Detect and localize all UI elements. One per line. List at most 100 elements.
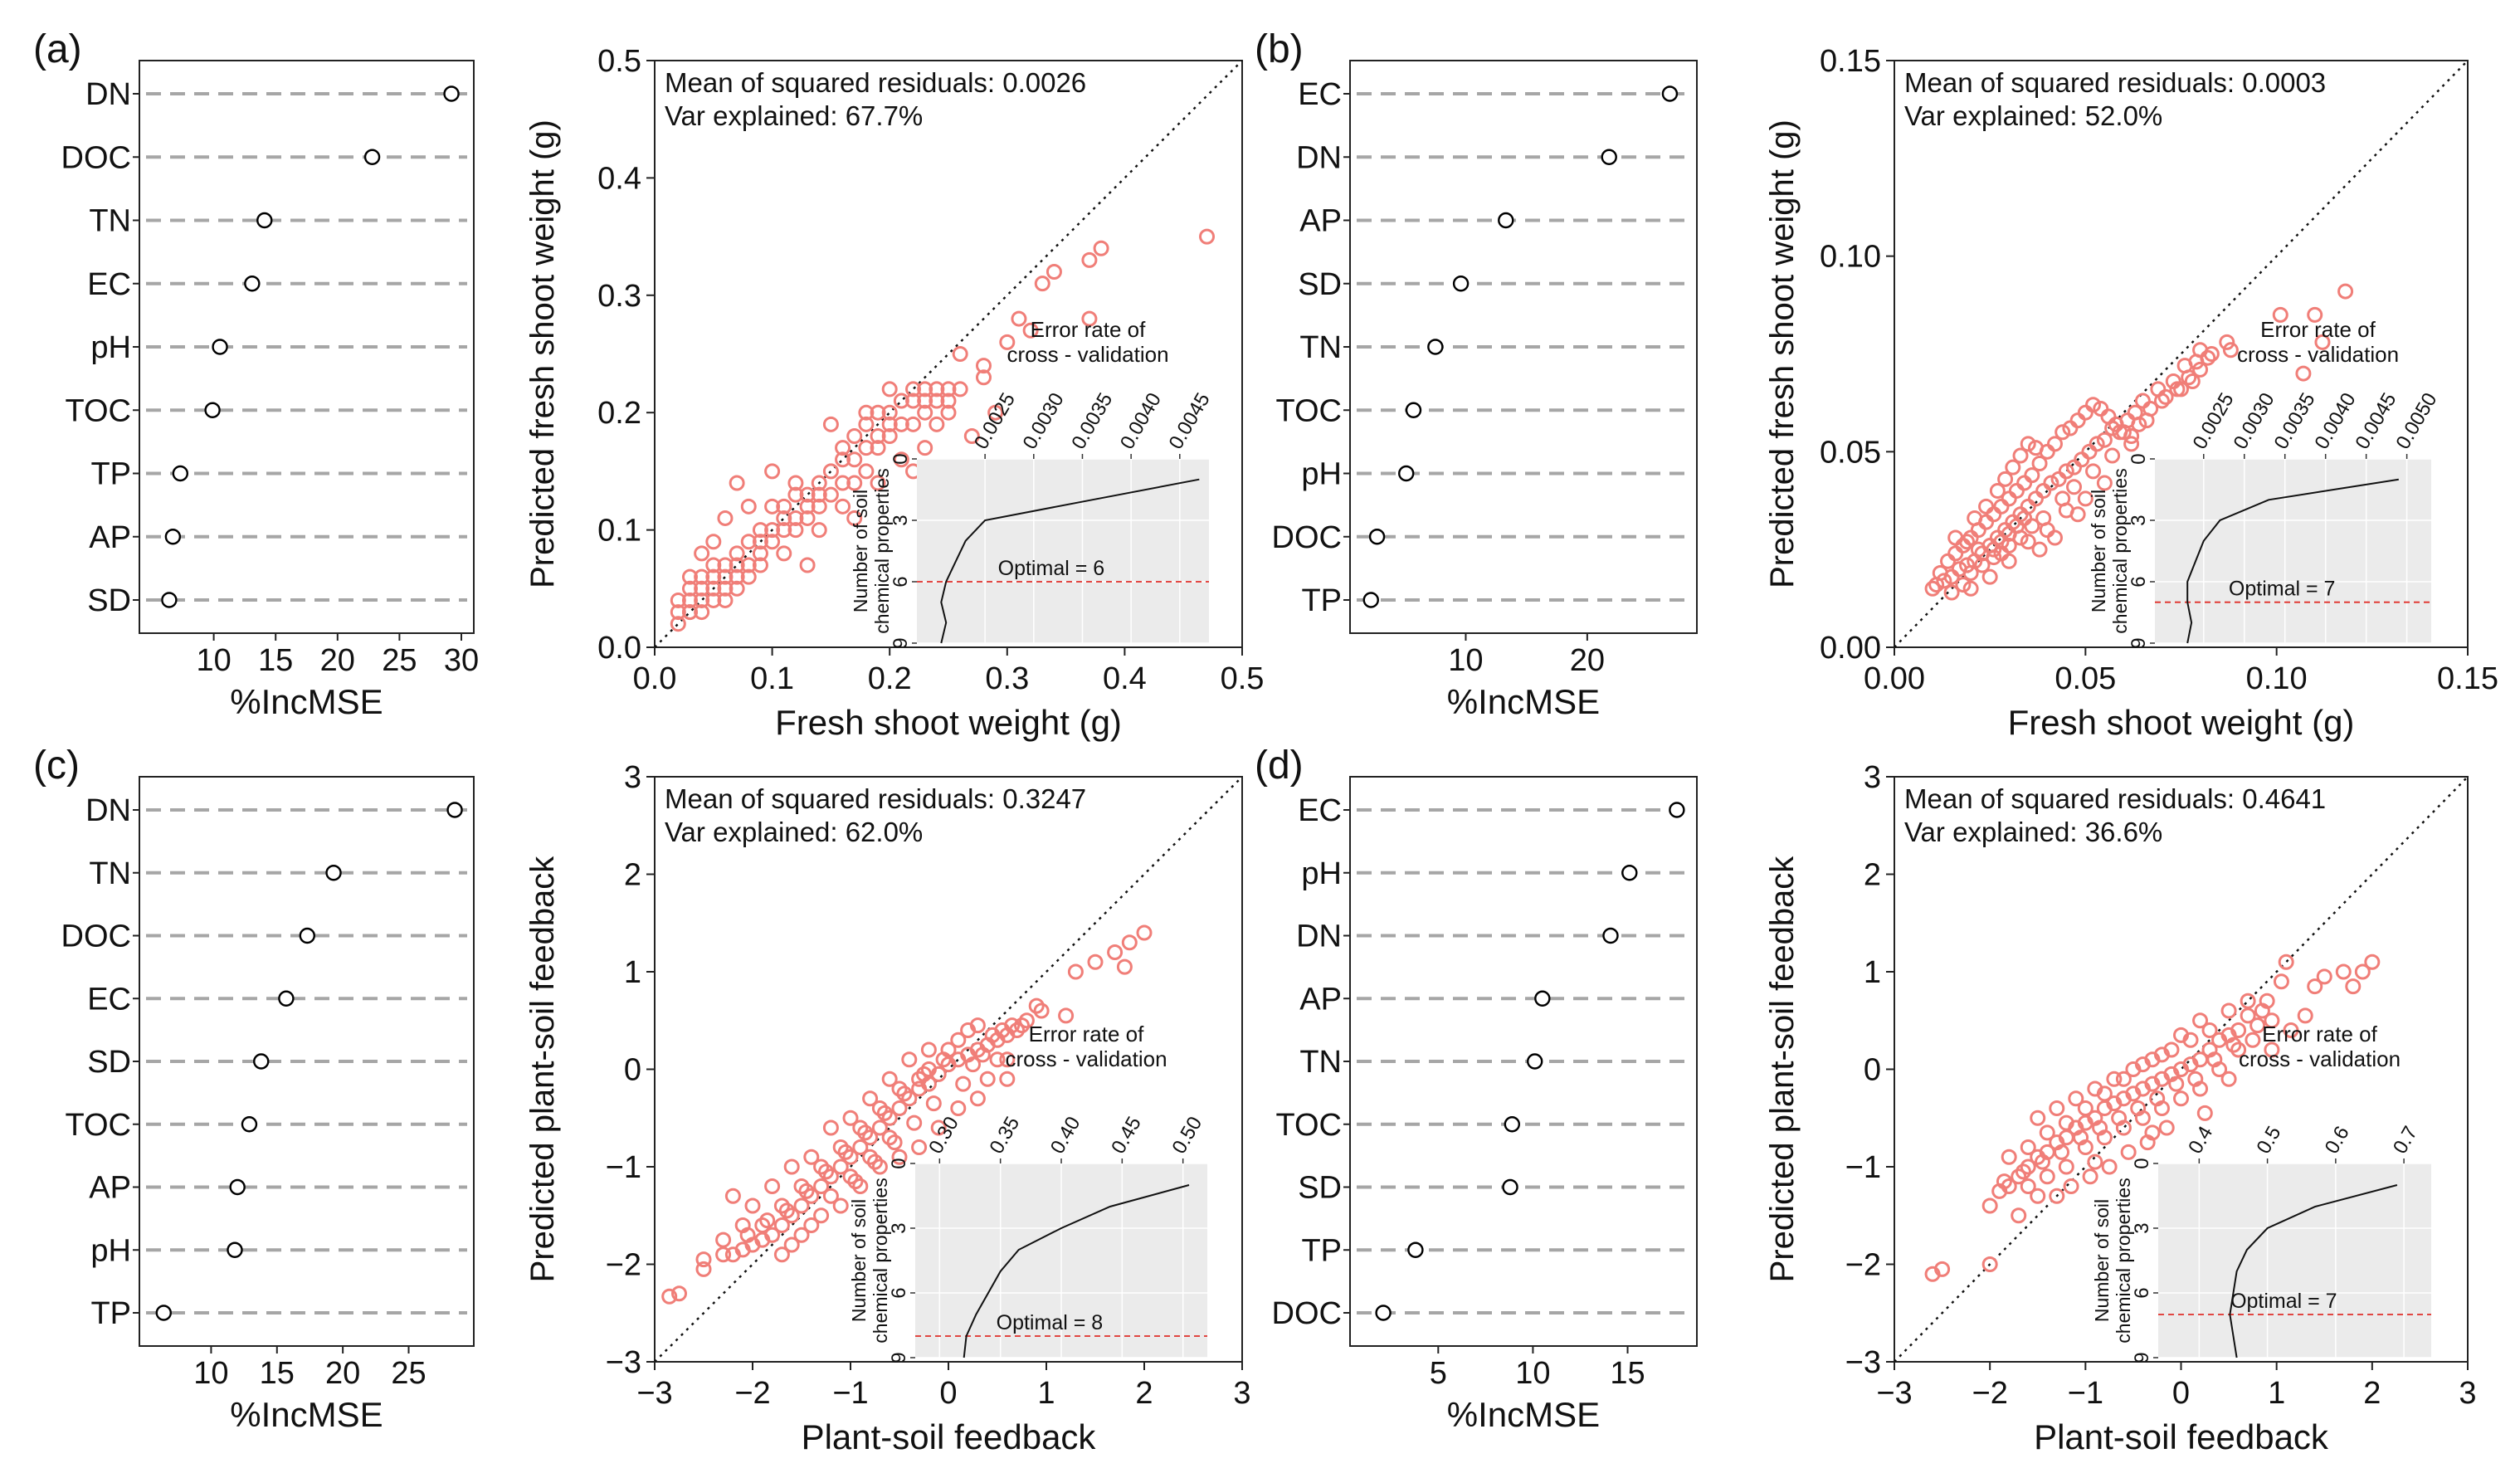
scatter-point: [862, 1090, 879, 1107]
scatter-point: [2020, 1178, 2036, 1194]
scatter-point: [2123, 427, 2140, 444]
y-axis-label: Predicted fresh shoot weight (g): [524, 119, 561, 588]
y-axis-label: Predicted plant-soil feedback: [1764, 856, 1801, 1283]
scatter-point: [717, 592, 734, 608]
scatter-point: [729, 545, 745, 562]
dot-point: [1368, 529, 1386, 545]
scatter-point: [979, 1071, 996, 1087]
scatter-point: [705, 580, 722, 597]
scatter-point: [811, 475, 827, 491]
scatter-point: [999, 1071, 1016, 1087]
scatter-point: [1947, 545, 1964, 562]
inset-y-tick-label: 0: [2131, 1158, 2153, 1168]
scatter-point: [776, 510, 792, 526]
dotchart-c: (c)DN TN DOC EC SD TOC AP pH TP 10 15 20 25%IncMSE: [33, 744, 475, 1434]
scatter-point: [835, 475, 851, 491]
inset-cv-plot: Optimal = 70.00250.00300.00350.00400.004…: [2088, 317, 2442, 649]
scatter-point: [2085, 397, 2102, 413]
scatter-point: [920, 1061, 937, 1077]
inset-title: cross - validation: [1007, 342, 1168, 367]
scatter-point: [694, 592, 710, 608]
scatter-point: [2314, 334, 2331, 350]
inset-cv-plot: Optimal = 7 0.4 0.5 0.6 0.7 0 3 6 9 Error rate of…: [2091, 1022, 2431, 1363]
y-tick-label: −1: [1845, 1150, 1881, 1185]
x-tick-label: 1: [2268, 1376, 2285, 1411]
category-label: DOC: [61, 919, 131, 954]
scatter-point: [846, 451, 863, 468]
scatter-point: [2016, 475, 2033, 491]
scatter-point: [695, 1251, 712, 1268]
scatter-point: [920, 1041, 937, 1058]
x-tick-label: 3: [2459, 1376, 2476, 1411]
scatter-point: [2104, 447, 2121, 464]
scatter-point: [744, 1197, 761, 1214]
inset-y-axis-label: chemical properties: [871, 468, 893, 633]
x-tick-label: 0.00: [1864, 661, 1925, 696]
scatter-point: [999, 334, 1016, 350]
scatter-point: [1936, 573, 1952, 589]
scatter-point: [2011, 1207, 2027, 1224]
category-label: TOC: [65, 1108, 131, 1143]
x-tick-label: −3: [1876, 1376, 1912, 1411]
scatter-point: [852, 1119, 869, 1136]
y-tick-label: 3: [1864, 760, 1881, 795]
x-tick-label: −1: [2068, 1376, 2103, 1411]
scatter-point: [952, 381, 968, 398]
annotation-mse: Mean of squared residuals: 0.3247: [665, 783, 1086, 814]
scatter-point: [813, 1178, 830, 1194]
scatter-point: [1943, 584, 1960, 601]
scatter-point: [842, 1168, 859, 1185]
scatter-point: [803, 1188, 820, 1204]
scatter-point: [832, 1139, 849, 1155]
scatter-point: [764, 498, 781, 515]
x-tick-label: 0.5: [1221, 661, 1265, 696]
scatter-point: [2001, 537, 2017, 554]
scatter-point: [1058, 1007, 1075, 1024]
scatter-point: [940, 1056, 957, 1073]
category-label: SD: [1298, 1171, 1342, 1206]
scatter-point: [911, 1071, 928, 1087]
scatter-point: [1986, 541, 2002, 558]
dot-point: [212, 339, 228, 355]
scatter-point: [2115, 424, 2132, 441]
inset-y-axis-label: Number of soil: [850, 490, 871, 612]
scatter-point: [2316, 968, 2332, 985]
scatter-point: [2176, 358, 2193, 374]
scatter-point: [852, 1139, 869, 1155]
inset-y-axis-label: Number of soil: [2088, 490, 2109, 612]
scatter-point: [2081, 443, 2098, 460]
scatter-point: [2035, 1154, 2051, 1170]
x-tick-label: 0: [939, 1376, 957, 1411]
scatter-point: [2220, 1071, 2237, 1087]
scatter-point: [886, 1134, 903, 1151]
scatter-point: [871, 1100, 888, 1116]
scatter-point: [1028, 997, 1045, 1014]
annotation-mse: Mean of squared residuals: 0.0026: [665, 67, 1086, 98]
inset-error-curve: [940, 478, 1200, 644]
plot-frame: [1349, 60, 1698, 634]
scatter-point: [901, 1051, 918, 1068]
scatter-point: [764, 534, 781, 550]
inset-y-tick-label: 9: [888, 1352, 910, 1363]
y-tick-label: 0.10: [1820, 240, 1881, 275]
scatter-point: [893, 393, 909, 409]
x-tick-label: 0: [2172, 1376, 2190, 1411]
y-axis-label: Predicted fresh shoot weight (g): [1764, 119, 1801, 588]
scatter-point: [2082, 1168, 2098, 1185]
scatter-point: [987, 404, 1004, 421]
inset-error-curve: [2229, 1184, 2398, 1358]
x-tick-label: 30: [444, 643, 479, 678]
dot-point: [1526, 1053, 1543, 1070]
scatter-point: [2031, 455, 2048, 471]
scatter-point: [787, 486, 804, 503]
annotation-mse: Mean of squared residuals: 0.4641: [1904, 783, 2326, 814]
inset-x-tick-label: 0.50: [1167, 1113, 1206, 1158]
x-tick-label: 0.3: [985, 661, 1029, 696]
scatter-point: [670, 616, 686, 632]
category-label: TOC: [65, 393, 131, 428]
y-tick-label: 0.05: [1820, 435, 1881, 470]
y-tick-label: 0.3: [597, 279, 641, 314]
annotation-mse: Mean of squared residuals: 0.0003: [1904, 67, 2326, 98]
dot-point: [1405, 402, 1422, 418]
category-label: AP: [1299, 982, 1342, 1017]
